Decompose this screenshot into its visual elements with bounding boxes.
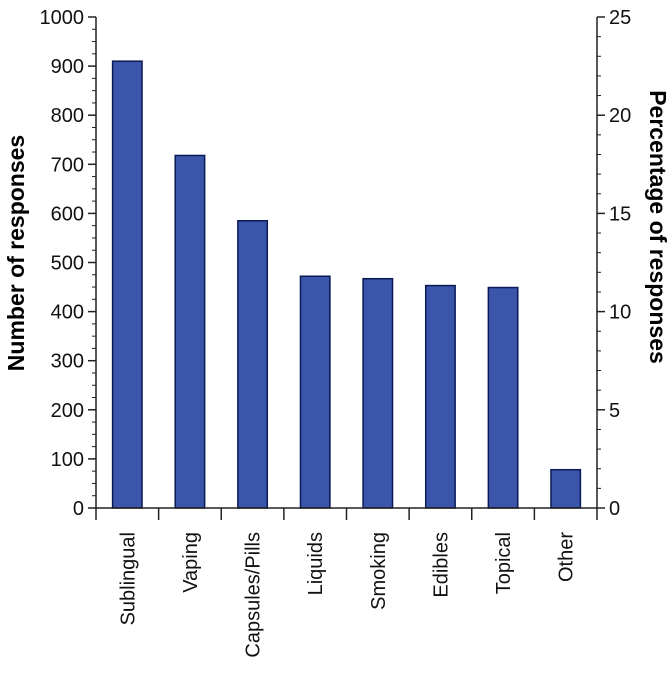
right-tick-label: 20 bbox=[609, 105, 631, 127]
right-tick-label: 5 bbox=[609, 400, 620, 422]
left-tick-label: 600 bbox=[51, 203, 84, 225]
right-axis-title: Percentage of responses bbox=[645, 90, 671, 364]
right-tick-label: 15 bbox=[609, 203, 631, 225]
left-tick-label: 300 bbox=[51, 351, 84, 373]
category-label: Edibles bbox=[430, 532, 452, 598]
left-axis-title: Number of responses bbox=[3, 135, 29, 371]
left-tick-label: 100 bbox=[51, 449, 84, 471]
category-label: Vaping bbox=[180, 532, 202, 593]
left-tick-label: 500 bbox=[51, 253, 84, 275]
bar-other bbox=[550, 468, 582, 509]
left-tick-label: 800 bbox=[51, 105, 84, 127]
bar-liquids bbox=[299, 275, 331, 509]
category-label: Topical bbox=[493, 532, 515, 594]
x-axis: Sublingual Vaping Capsules/Pills Liquids Smo… bbox=[95, 507, 598, 658]
bar-edibles bbox=[424, 284, 456, 509]
category-label: Liquids bbox=[305, 532, 327, 595]
left-tick-label: 900 bbox=[51, 56, 84, 78]
right-y-axis: 0 5 10 15 20 25 bbox=[596, 7, 631, 520]
bar-topical bbox=[487, 286, 519, 509]
left-tick-label: 200 bbox=[51, 400, 84, 422]
left-tick-label: 1000 bbox=[40, 7, 85, 29]
right-tick-label: 25 bbox=[609, 7, 631, 29]
category-label: Smoking bbox=[368, 532, 390, 610]
bar-vaping bbox=[174, 154, 206, 509]
category-label: Capsules/Pills bbox=[243, 532, 265, 658]
bar-smoking bbox=[362, 277, 394, 509]
right-tick-label: 10 bbox=[609, 302, 631, 324]
left-tick-label: 0 bbox=[73, 498, 84, 520]
bar-sublingual bbox=[111, 60, 143, 509]
bars-group bbox=[111, 60, 582, 509]
left-y-axis: 0 100 200 300 400 500 600 700 800 900 1000 bbox=[40, 7, 97, 520]
bar-capsules-pills bbox=[237, 220, 269, 509]
category-label: Sublingual bbox=[117, 532, 139, 625]
left-tick-label: 400 bbox=[51, 302, 84, 324]
right-tick-label: 0 bbox=[609, 498, 620, 520]
category-label: Other bbox=[556, 532, 578, 582]
left-tick-label: 700 bbox=[51, 154, 84, 176]
